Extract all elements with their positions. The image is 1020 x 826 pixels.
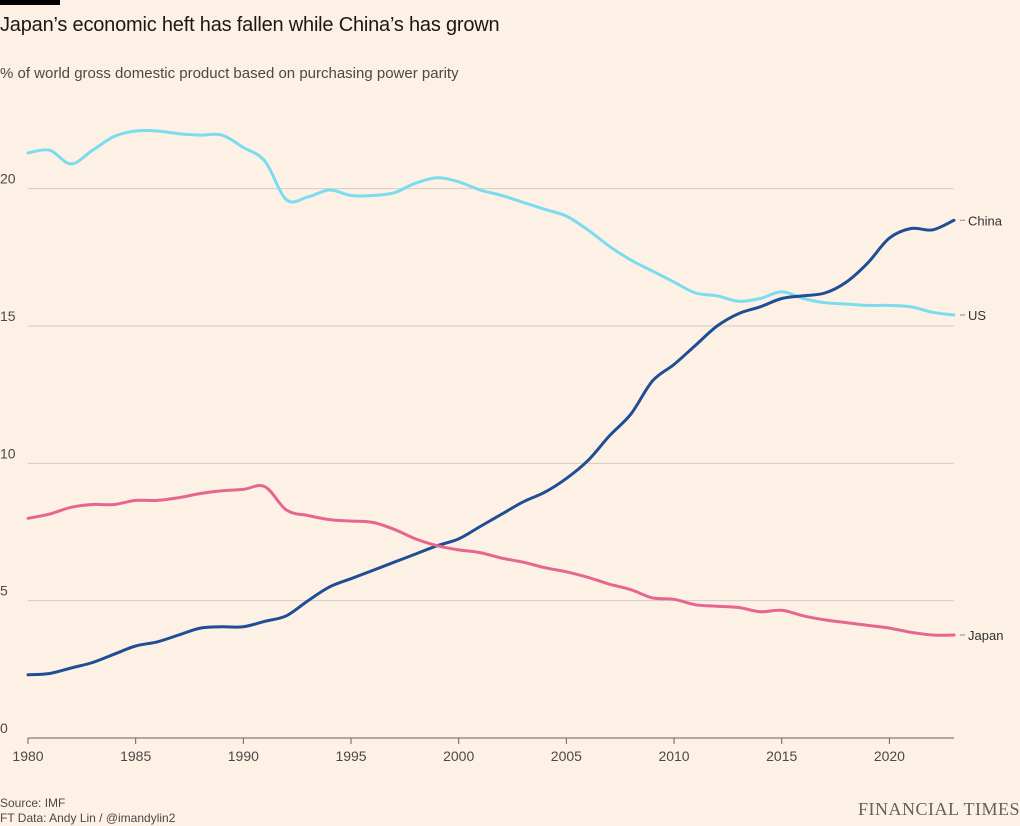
series-line-japan xyxy=(26,484,956,637)
x-tick-label-2020: 2020 xyxy=(874,748,905,764)
x-tick-label-2000: 2000 xyxy=(443,748,474,764)
series-label-japan: Japan xyxy=(968,628,1003,643)
chart-title: Japan’s economic heft has fallen while C… xyxy=(0,14,500,36)
chart-subtitle: % of world gross domestic product based … xyxy=(0,65,459,82)
series-line-us xyxy=(26,128,956,317)
series-label-us: US xyxy=(968,308,986,323)
x-tick-label-2010: 2010 xyxy=(658,748,689,764)
y-tick-label-15: 15 xyxy=(0,308,16,324)
series-line-china xyxy=(26,218,956,677)
x-tick-label-1985: 1985 xyxy=(120,748,151,764)
x-tick-label-1980: 1980 xyxy=(12,748,43,764)
x-tick-label-1990: 1990 xyxy=(228,748,259,764)
x-tick-label-1995: 1995 xyxy=(335,748,366,764)
y-tick-label-10: 10 xyxy=(0,445,16,461)
y-tick-label-20: 20 xyxy=(0,171,16,187)
y-tick-label-5: 5 xyxy=(0,583,8,599)
credit-note: FT Data: Andy Lin / @imandylin2 xyxy=(0,811,176,825)
y-tick-label-0: 0 xyxy=(0,720,8,736)
top-accent-bar xyxy=(0,0,60,5)
x-tick-label-2005: 2005 xyxy=(551,748,582,764)
x-tick-label-2015: 2015 xyxy=(766,748,797,764)
ft-brand-logo: FINANCIAL TIMES xyxy=(857,799,1020,819)
series-label-china: China xyxy=(968,213,1003,228)
source-note: Source: IMF xyxy=(0,796,66,810)
line-chart: 0 5 10 15 20 1980 1985 1990 1995 2000 2005 2010 2015… xyxy=(0,128,1003,764)
